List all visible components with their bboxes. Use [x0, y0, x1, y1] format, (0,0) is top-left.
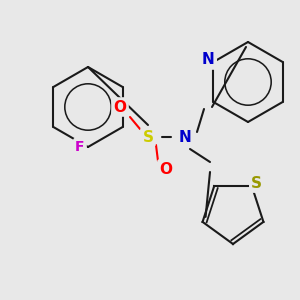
Text: F: F: [75, 140, 85, 154]
Text: O: O: [113, 100, 127, 115]
Text: N: N: [202, 52, 215, 68]
Text: S: S: [142, 130, 154, 145]
Text: O: O: [160, 161, 172, 176]
Text: N: N: [178, 130, 191, 145]
Text: S: S: [251, 176, 262, 190]
